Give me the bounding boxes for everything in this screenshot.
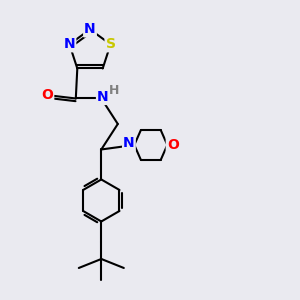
Text: N: N: [64, 37, 75, 51]
Text: S: S: [106, 37, 116, 51]
Text: H: H: [109, 84, 119, 97]
Text: O: O: [41, 88, 53, 103]
Text: N: N: [97, 90, 109, 104]
Text: O: O: [167, 138, 178, 152]
Text: N: N: [123, 136, 135, 151]
Text: N: N: [84, 22, 96, 36]
